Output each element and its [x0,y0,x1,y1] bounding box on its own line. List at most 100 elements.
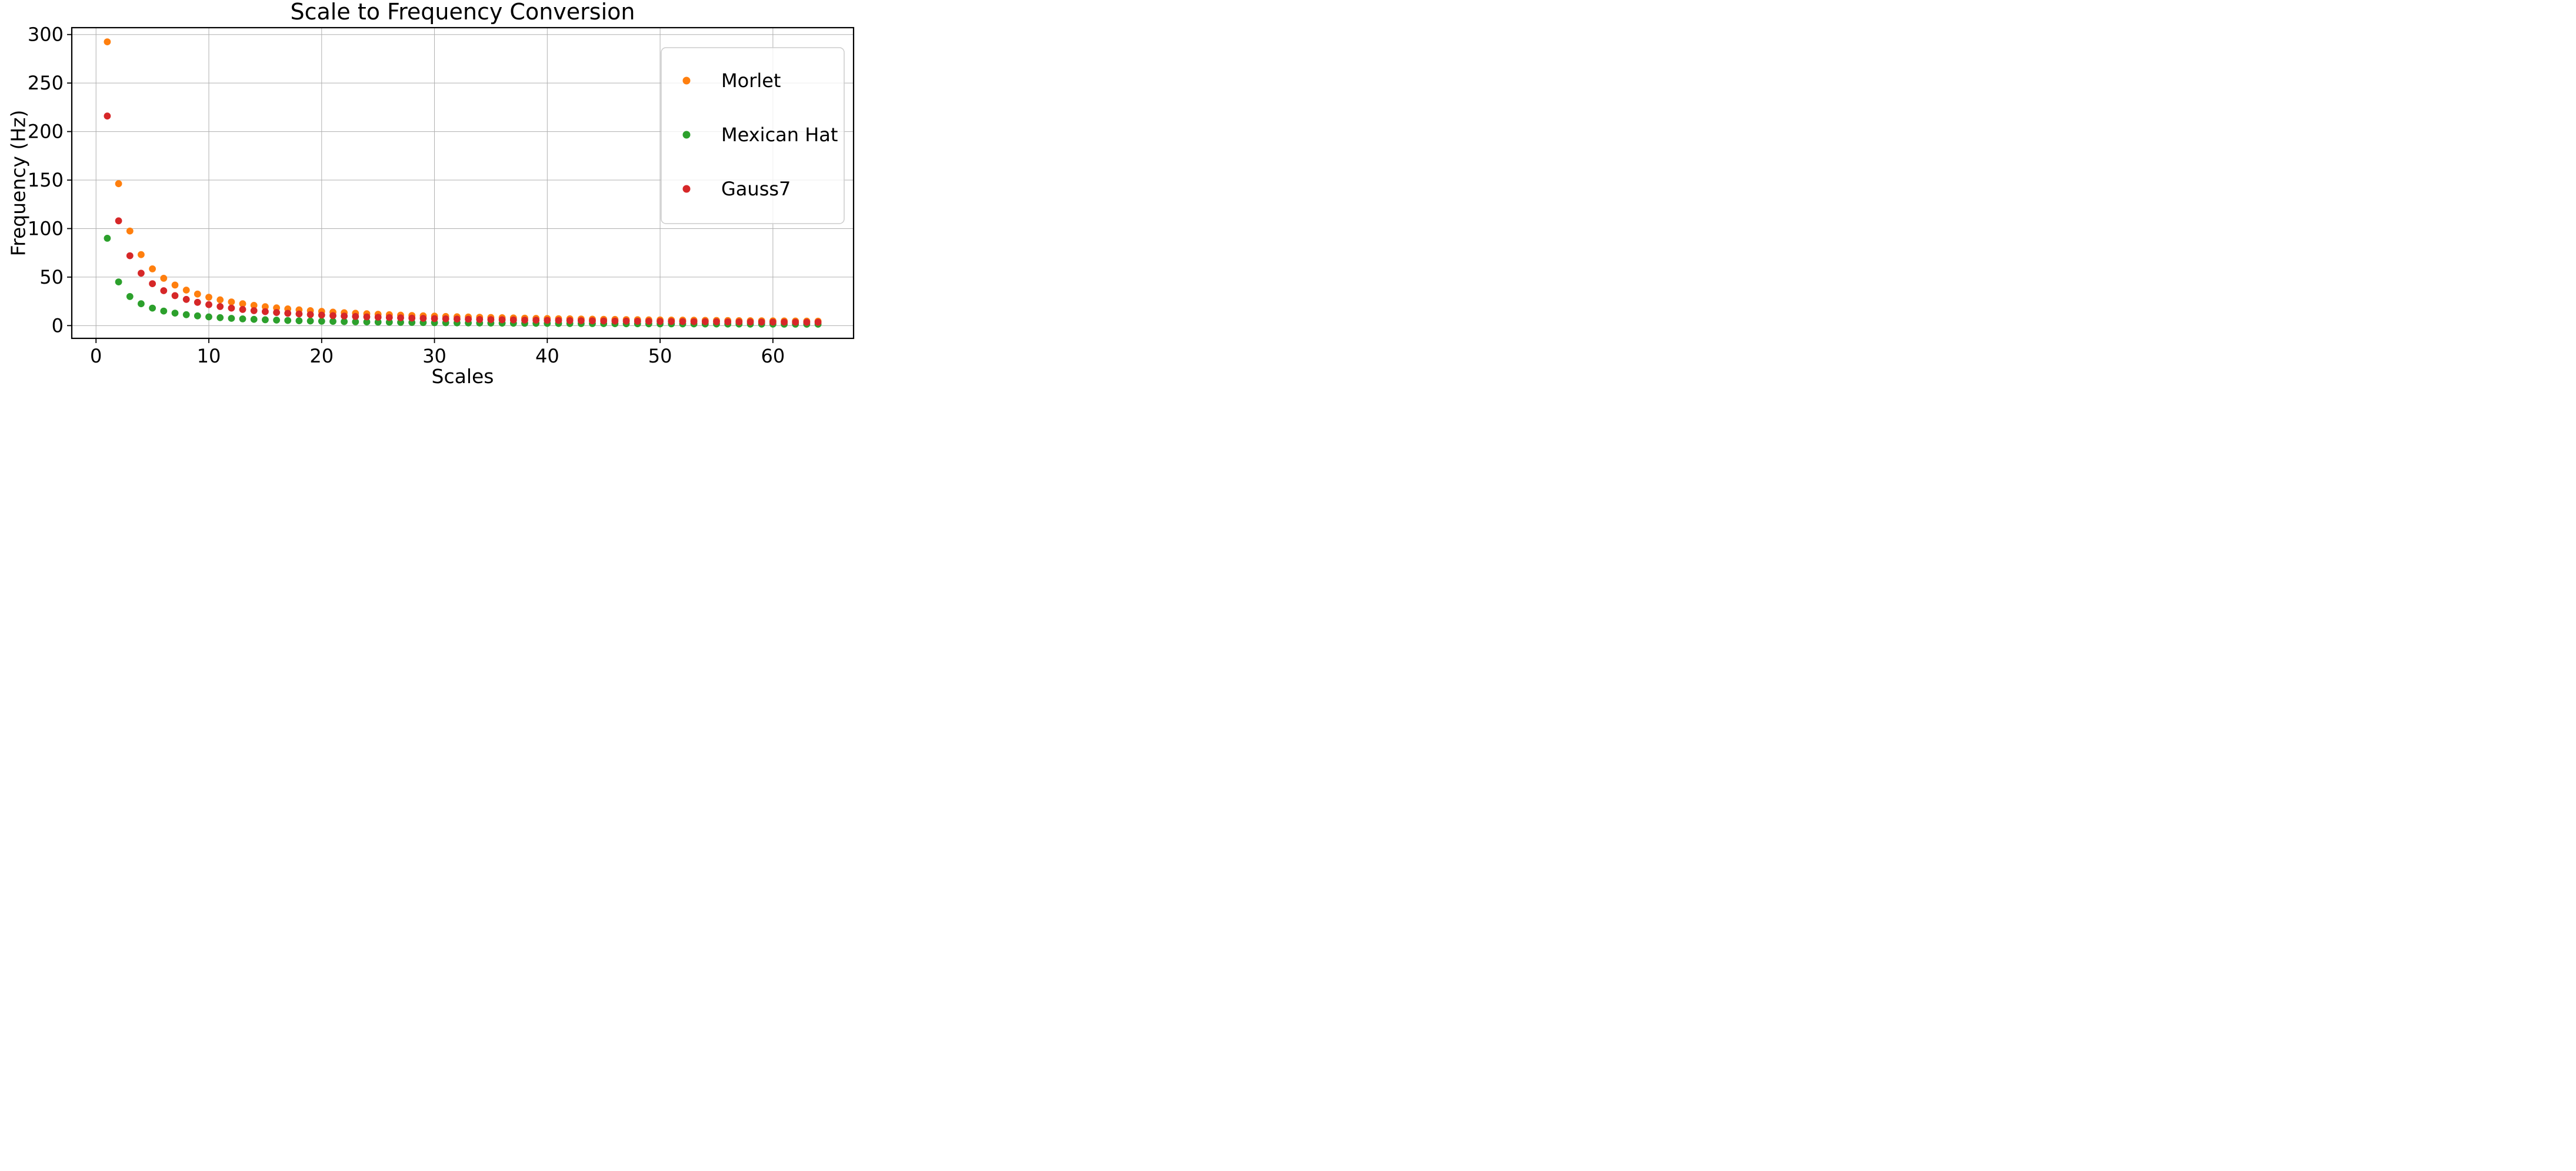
data-point [419,315,427,322]
data-point [566,317,574,324]
data-point [138,251,145,258]
data-point [262,308,269,315]
data-point [634,318,641,325]
chart-figure: 0 10 20 30 40 50 60 0 50 100 150 200 250 300 Morlet Mex… [0,0,859,390]
data-point [578,317,585,324]
chart-title: Scale to Frequency Conversion [290,0,635,25]
data-point [194,312,201,320]
data-point [182,295,190,303]
data-point [194,290,201,298]
data-point [284,317,292,324]
data-point [295,317,303,324]
data-point [781,318,788,326]
legend-item-morlet: Morlet [682,69,781,92]
y-tick-label: 0 [52,314,64,337]
x-tick-label: 10 [197,345,221,367]
data-point [126,252,134,260]
data-point [442,315,449,322]
data-point [622,317,630,325]
data-point [205,301,212,308]
x-tick-label: 50 [648,345,672,367]
legend-marker [682,76,691,85]
data-point [657,318,664,325]
data-point [205,313,212,321]
data-point [115,217,122,225]
data-point [104,112,111,120]
data-point [589,317,596,325]
data-point [228,298,235,305]
data-point [216,314,224,321]
y-tick-label: 250 [28,72,64,94]
data-point [341,318,348,325]
data-point [724,318,732,325]
data-point [465,315,472,323]
legend: Morlet Mexican Hat Gauss7 [661,47,845,224]
data-point [160,275,168,282]
data-point [239,300,246,308]
data-point [341,312,348,320]
data-point [138,270,145,277]
y-tick-label: 150 [28,169,64,191]
legend-box [661,47,845,224]
y-tick-label: 300 [28,24,64,46]
data-point [149,265,156,272]
data-point [735,318,743,325]
data-point [454,315,461,323]
x-tick-label: 60 [761,345,785,367]
data-point [611,317,619,325]
data-point [329,318,336,325]
data-point [182,287,190,294]
data-point [408,314,416,322]
data-point [374,314,382,321]
data-point [521,317,528,324]
data-point [239,315,246,322]
data-point [295,310,303,318]
data-point [250,315,258,323]
data-point [160,307,168,315]
y-tick-label: 200 [28,121,64,143]
data-point [385,314,393,321]
data-point [228,315,235,322]
data-point [104,235,111,242]
data-point [194,298,201,306]
data-point [262,303,269,311]
legend-item-gauss7: Gauss7 [682,178,791,200]
x-tick-label: 40 [535,345,559,367]
data-point [306,317,314,325]
y-tick-label: 100 [28,217,64,239]
data-point [701,318,709,325]
data-point [397,314,404,321]
data-point [758,318,765,326]
data-point [171,292,179,300]
data-point [149,280,156,287]
axes-spines [71,26,855,340]
data-point [171,310,179,317]
data-point [544,317,551,324]
data-point [228,304,235,312]
data-point [273,317,280,324]
data-point [363,318,371,325]
data-point [284,310,292,317]
data-point [216,296,224,304]
x-tick-label: 30 [422,345,446,367]
data-point [476,316,484,323]
x-tick-label: 20 [309,345,334,367]
data-point [431,315,438,322]
data-point [126,293,134,300]
data-point [532,317,540,324]
data-point [645,318,652,325]
data-point [306,311,314,318]
data-point [262,316,269,324]
legend-marker [682,131,691,139]
data-point [115,278,122,285]
data-point [792,318,799,326]
data-point [171,281,179,289]
data-point [690,318,698,325]
y-tick-label: 50 [39,266,64,288]
data-point [363,313,371,321]
legend-item-mexican-hat: Mexican Hat [682,124,838,146]
data-point [104,38,111,45]
data-point [747,318,754,326]
data-point [668,318,675,325]
data-point [498,316,506,324]
